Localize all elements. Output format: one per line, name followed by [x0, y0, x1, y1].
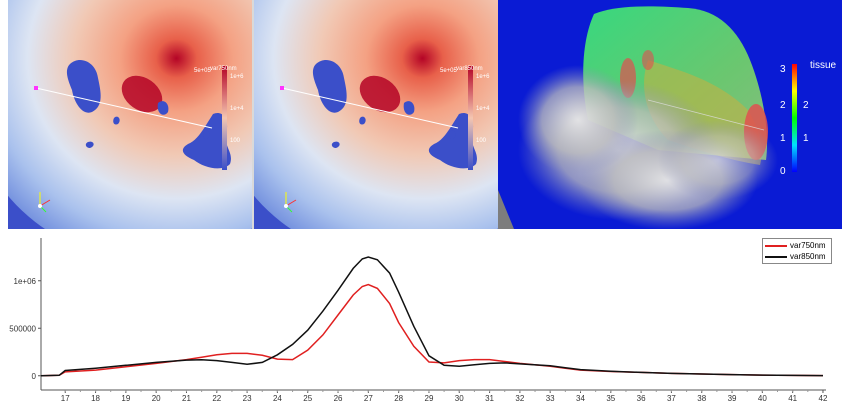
colorbar-right-label-1: 1	[803, 133, 809, 144]
legend-label-var750nm: var750nm	[790, 241, 826, 250]
x-tick-label: 29	[425, 394, 434, 403]
colorbar-title: var750nm	[210, 66, 237, 72]
x-tick-label: 19	[121, 394, 130, 403]
x-tick-label: 36	[637, 394, 646, 403]
legend-label-var850nm: var850nm	[790, 252, 826, 261]
series-line-var850nm	[40, 256, 824, 377]
x-tick-label: 27	[364, 394, 373, 403]
y-tick-label: 0	[32, 372, 37, 381]
colorbar-label-3: 3	[780, 64, 786, 75]
y-tick-label: 500000	[9, 324, 36, 333]
x-tick-label: 31	[485, 394, 494, 403]
colorbar-label-1: 1	[780, 133, 786, 144]
colorbar-label-2: 1e+4	[230, 106, 244, 112]
x-tick-label: 23	[243, 394, 252, 403]
legend-swatch-var850nm	[765, 255, 787, 258]
x-tick-label: 40	[758, 394, 767, 403]
colorbar-title: tissue	[810, 60, 837, 71]
x-tick-label: 24	[273, 394, 282, 403]
x-tick-label: 32	[515, 394, 524, 403]
x-tick-label: 34	[576, 394, 585, 403]
line-plot[interactable]: 17 18 19 20 21 22 23 24 25 26 27 28 29 30 31 32 33 34 35 36…	[0, 232, 852, 403]
x-tick-label: 30	[455, 394, 464, 403]
colorbar-title: var850nm	[456, 66, 483, 72]
x-tick-label: 20	[152, 394, 161, 403]
x-tick-label: 38	[697, 394, 706, 403]
y-tick-label: 1e+06	[14, 277, 37, 286]
colorbar-label-max: 5e+05	[440, 68, 458, 74]
colorbar-label-max: 5e+05	[194, 68, 212, 74]
x-tick-label: 26	[334, 394, 343, 403]
colorbar-label-1: 1e+6	[476, 74, 490, 80]
colorbar-label-0: 0	[780, 166, 786, 177]
x-tick-label: 22	[212, 394, 221, 403]
x-tick-label: 41	[788, 394, 797, 403]
legend-swatch-var750nm	[765, 244, 787, 247]
orientation-axes-icon	[38, 192, 51, 213]
x-tick-label: 33	[546, 394, 555, 403]
viewport-var850nm[interactable]: var850nm 5e+05 1e+6 1e+4 100	[254, 0, 498, 229]
plot-legend: var750nm var850nm	[762, 238, 832, 264]
viewport-var750nm[interactable]: var750nm 5e+05 1e+6 1e+4 100	[8, 0, 252, 229]
x-tick-label: 37	[667, 394, 676, 403]
colorbar-label-3: 100	[230, 138, 241, 144]
orientation-axes-icon	[284, 192, 297, 213]
x-tick-label: 39	[728, 394, 737, 403]
colorbar-right-label-2: 2	[803, 100, 809, 111]
x-tick-label: 21	[182, 394, 191, 403]
colorbar-label-2: 2	[780, 100, 786, 111]
x-tick-label: 35	[606, 394, 615, 403]
x-tick-label: 28	[394, 394, 403, 403]
x-tick-label: 17	[61, 394, 70, 403]
x-tick-label: 25	[303, 394, 312, 403]
colorbar-label-2: 1e+4	[476, 106, 490, 112]
viewport-tissue[interactable]: tissue 3 2 1 0 2 1	[498, 0, 842, 229]
x-tick-label: 42	[819, 394, 828, 403]
colorbar-label-1: 1e+6	[230, 74, 244, 80]
x-tick-label: 18	[91, 394, 100, 403]
colorbar-label-3: 100	[476, 138, 487, 144]
